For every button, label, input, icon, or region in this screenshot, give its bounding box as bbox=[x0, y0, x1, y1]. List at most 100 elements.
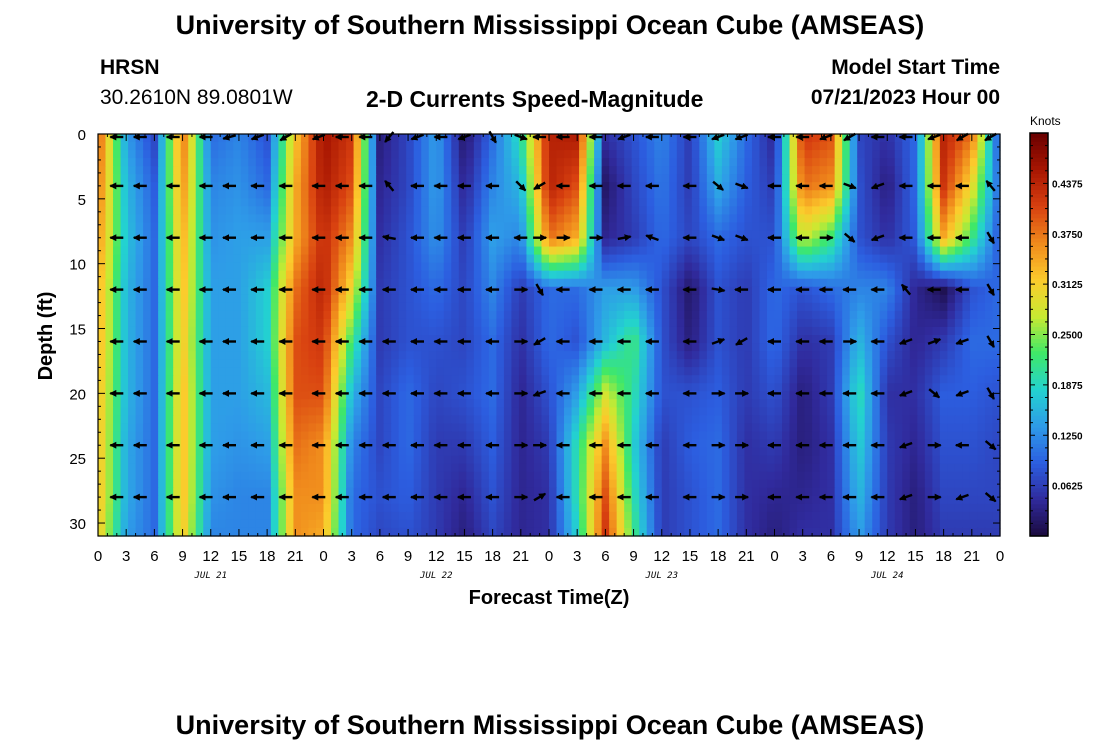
heatmap-cell bbox=[338, 254, 347, 264]
heatmap-cell bbox=[203, 206, 212, 215]
heatmap-cell bbox=[887, 375, 896, 384]
heatmap-cell bbox=[879, 190, 888, 199]
heatmap-cell bbox=[857, 174, 866, 183]
heatmap-cell bbox=[511, 423, 520, 433]
heatmap-cell bbox=[105, 318, 114, 328]
heatmap-cell bbox=[383, 399, 392, 408]
heatmap-cell bbox=[376, 439, 385, 449]
heatmap-cell bbox=[849, 431, 858, 441]
heatmap-cell bbox=[308, 262, 317, 272]
heatmap-cell bbox=[240, 270, 249, 280]
heatmap-cell bbox=[338, 174, 347, 183]
heatmap-cell bbox=[346, 142, 355, 151]
heatmap-cell bbox=[98, 182, 107, 191]
heatmap-cell bbox=[616, 431, 625, 441]
heatmap-cell bbox=[947, 222, 956, 232]
heatmap-cell bbox=[564, 158, 573, 167]
heatmap-cell bbox=[782, 431, 791, 441]
heatmap-cell bbox=[887, 182, 896, 191]
heatmap-cell bbox=[902, 262, 911, 272]
heatmap-cell bbox=[676, 182, 685, 191]
heatmap-cell bbox=[766, 439, 776, 449]
heatmap-cell bbox=[541, 150, 550, 159]
heatmap-cell bbox=[195, 351, 204, 360]
heatmap-cell bbox=[278, 439, 287, 449]
heatmap-cell bbox=[135, 463, 144, 473]
heatmap-cell bbox=[609, 182, 618, 191]
heatmap-cell bbox=[300, 238, 310, 248]
heatmap-cell bbox=[225, 383, 234, 392]
heatmap-cell bbox=[834, 326, 843, 336]
heatmap-cell bbox=[428, 150, 437, 159]
heatmap-cell bbox=[669, 367, 678, 376]
heatmap-cell bbox=[564, 150, 573, 159]
heatmap-cell bbox=[120, 431, 129, 441]
heatmap-cell bbox=[128, 158, 137, 167]
heatmap-cell bbox=[143, 375, 152, 384]
heatmap-cell bbox=[135, 166, 144, 175]
heatmap-cell bbox=[473, 278, 482, 288]
heatmap-cell bbox=[887, 286, 896, 296]
heatmap-cell bbox=[293, 166, 302, 175]
heatmap-cell bbox=[331, 206, 340, 215]
heatmap-cell bbox=[864, 206, 873, 215]
heatmap-cell bbox=[533, 158, 543, 167]
heatmap-cell bbox=[113, 166, 122, 175]
heatmap-cell bbox=[969, 439, 979, 449]
heatmap-cell bbox=[436, 278, 445, 288]
heatmap-cell bbox=[924, 270, 933, 280]
heatmap-cell bbox=[586, 455, 595, 465]
heatmap-cell bbox=[503, 286, 513, 296]
heatmap-cell bbox=[293, 335, 302, 344]
heatmap-cell bbox=[496, 383, 505, 392]
heatmap-cell bbox=[586, 439, 595, 449]
heatmap-cell bbox=[766, 318, 776, 328]
heatmap-cell bbox=[188, 439, 197, 449]
heatmap-cell bbox=[300, 262, 310, 272]
heatmap-cell bbox=[729, 383, 738, 392]
heatmap-cell bbox=[939, 439, 948, 449]
heatmap-cell bbox=[624, 367, 633, 376]
heatmap-cell bbox=[714, 343, 723, 352]
heatmap-cell bbox=[549, 238, 558, 248]
heatmap-cell bbox=[353, 447, 362, 457]
heatmap-cell bbox=[270, 415, 279, 425]
heatmap-cell bbox=[361, 359, 370, 368]
heatmap-cell bbox=[421, 326, 430, 336]
heatmap-cell bbox=[556, 166, 565, 175]
heatmap-cell bbox=[579, 174, 588, 183]
heatmap-cell bbox=[210, 335, 219, 344]
heatmap-cell bbox=[481, 318, 490, 328]
heatmap-cell bbox=[188, 383, 197, 392]
heatmap-cell bbox=[518, 166, 528, 175]
heatmap-cell bbox=[601, 206, 610, 215]
heatmap-cell bbox=[376, 399, 385, 408]
heatmap-cell bbox=[443, 343, 452, 352]
heatmap-cell bbox=[549, 399, 558, 408]
heatmap-cell bbox=[691, 230, 700, 240]
heatmap-cell bbox=[135, 134, 144, 143]
heatmap-cell bbox=[541, 375, 550, 384]
heatmap-cell bbox=[774, 343, 783, 352]
heatmap-cell bbox=[894, 326, 903, 336]
heatmap-cell bbox=[481, 222, 490, 232]
heatmap-cell bbox=[210, 415, 219, 425]
heatmap-cell bbox=[939, 455, 948, 465]
heatmap-cell bbox=[631, 431, 640, 441]
heatmap-cell bbox=[368, 415, 377, 425]
heatmap-cell bbox=[451, 294, 460, 304]
heatmap-cell bbox=[759, 343, 768, 352]
heatmap-cell bbox=[421, 463, 430, 473]
heatmap-cell bbox=[203, 174, 212, 183]
heatmap-cell bbox=[909, 246, 918, 256]
heatmap-cell bbox=[894, 238, 903, 248]
heatmap-cell bbox=[564, 335, 573, 344]
heatmap-cell bbox=[789, 310, 798, 320]
heatmap-cell bbox=[436, 214, 445, 224]
heatmap-cell bbox=[158, 246, 167, 256]
heatmap-cell bbox=[669, 286, 678, 296]
heatmap-cell bbox=[654, 367, 663, 376]
heatmap-cell bbox=[992, 383, 1001, 392]
heatmap-cell bbox=[173, 423, 182, 433]
heatmap-cell bbox=[165, 439, 174, 449]
